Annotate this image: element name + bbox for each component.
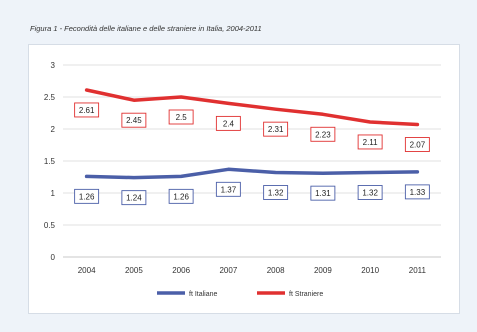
data-label: 2.31 [268,125,284,134]
x-tick-label: 2011 [409,266,427,275]
data-label: 2.5 [176,113,188,122]
x-tick-label: 2008 [267,266,285,275]
fertility-line-chart: 0 0.5 1 1.5 2 2.5 3 2004 2005 2006 2007 2008 2009 201… [44,61,441,298]
x-tick-label: 2010 [361,266,379,275]
series-line-1 [84,167,420,180]
data-label-box [357,134,383,150]
y-tick-label: 0 [51,253,56,262]
y-tick-label: 1.5 [44,157,56,166]
x-tick-label: 2007 [219,266,237,275]
data-label: 2.61 [79,106,95,115]
y-tick-label: 2 [51,125,56,134]
data-label-box [404,137,430,152]
data-label-box [215,181,241,197]
data-label: 1.32 [268,189,284,198]
y-tick-label: 2.5 [44,93,56,102]
data-label: 1.26 [173,192,189,201]
data-label-box [121,112,147,128]
figure-caption: Figura 1 - Fecondità delle italiane e de… [30,24,262,33]
data-label: 2.45 [126,116,142,125]
data-label-box [74,188,100,204]
legend-label-2: ft Straniere [289,291,323,298]
data-label-box [168,188,194,204]
data-label-box [168,109,194,125]
data-label-box [74,102,100,118]
data-label-box [263,121,289,137]
data-label: 1.33 [410,188,426,197]
data-label-box [263,185,289,200]
data-label-box [310,126,336,142]
x-tick-label: 2009 [314,266,332,275]
data-label: 1.24 [126,194,142,203]
chart-container: 0 0.5 1 1.5 2 2.5 3 2004 2005 2006 2007 2008 2009 201… [28,44,460,314]
x-tick-label: 2006 [172,266,190,275]
data-label: 2.23 [315,130,331,139]
data-label: 1.31 [315,189,331,198]
y-tick-label: 1 [51,189,56,198]
data-label-box [310,185,336,201]
data-label-box [121,190,147,206]
x-tick-label: 2004 [78,266,96,275]
data-label: 1.32 [362,189,378,198]
data-label: 2.07 [410,141,426,150]
data-label: 2.4 [223,119,235,128]
legend-label-1: ft Italiane [189,291,218,298]
data-label-box [215,115,241,131]
data-label: 2.11 [363,138,379,147]
data-label-box [357,185,383,200]
data-label-box [404,184,430,200]
y-tick-label: 3 [51,61,56,70]
data-label: 1.26 [79,192,95,201]
series-line-2 [84,88,420,127]
x-tick-label: 2005 [125,266,143,275]
data-label: 1.37 [221,185,237,194]
y-tick-label: 0.5 [44,221,56,230]
